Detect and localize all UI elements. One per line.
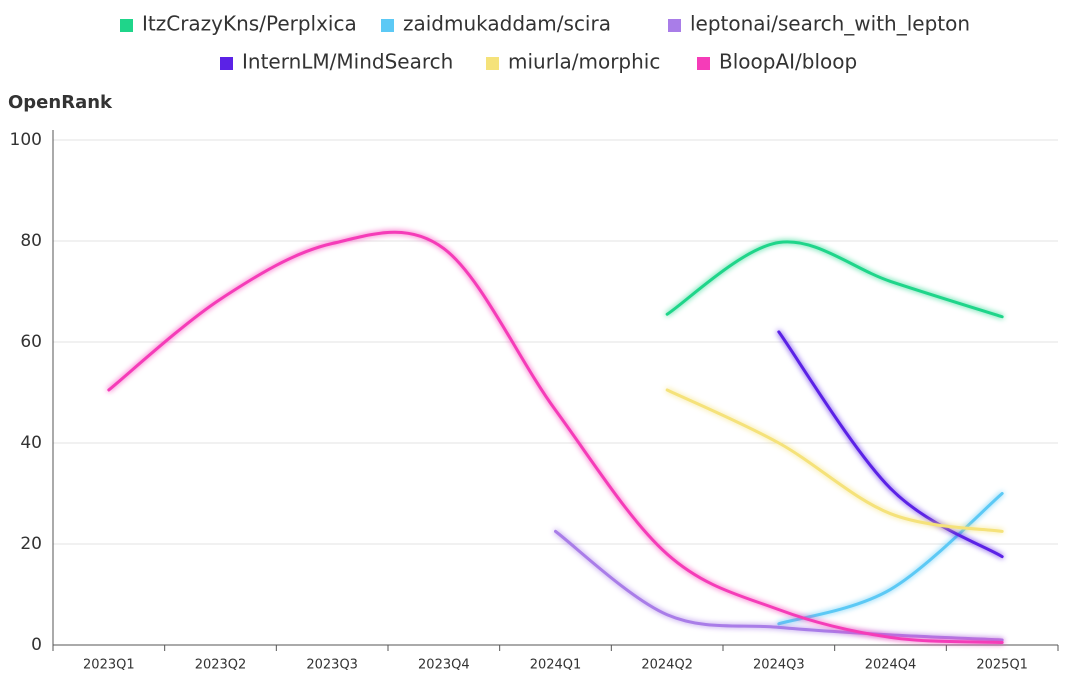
legend-swatch xyxy=(486,57,499,70)
series-line xyxy=(777,492,1004,626)
legend-label: zaidmukaddam/scira xyxy=(403,12,611,36)
legend-swatch xyxy=(120,19,133,32)
series-line xyxy=(107,230,1004,644)
series-line xyxy=(777,330,1004,559)
series-line xyxy=(554,529,1004,642)
legend-label: BloopAI/bloop xyxy=(719,50,857,74)
y-tick-label: 80 xyxy=(20,231,42,251)
y-tick-label: 40 xyxy=(20,433,42,453)
legend-swatch xyxy=(220,57,233,70)
x-tick-label: 2025Q1 xyxy=(976,658,1028,673)
x-tick-label: 2023Q3 xyxy=(306,658,358,673)
legend-label: leptonai/search_with_lepton xyxy=(690,12,970,36)
x-tick-label: 2024Q4 xyxy=(865,658,917,673)
legend-label: miurla/morphic xyxy=(508,50,660,74)
x-tick-label: 2023Q2 xyxy=(195,658,247,673)
legend-swatch xyxy=(381,19,394,32)
y-tick-label: 20 xyxy=(20,534,42,554)
y-axis-title: OpenRank xyxy=(8,92,113,113)
series-line xyxy=(665,240,1004,319)
y-tick-label: 100 xyxy=(10,130,42,150)
legend-swatch xyxy=(668,19,681,32)
legend-label: ItzCrazyKns/Perplxica xyxy=(142,12,357,36)
x-tick-label: 2023Q1 xyxy=(83,658,135,673)
x-tick-label: 2024Q1 xyxy=(530,658,582,673)
legend-label: InternLM/MindSearch xyxy=(242,50,453,74)
y-tick-label: 0 xyxy=(31,635,42,655)
y-tick-label: 60 xyxy=(20,332,42,352)
x-tick-label: 2024Q2 xyxy=(641,658,693,673)
legend-swatch xyxy=(697,57,710,70)
x-tick-label: 2023Q4 xyxy=(418,658,470,673)
x-tick-label: 2024Q3 xyxy=(753,658,805,673)
series-line xyxy=(665,388,1004,533)
